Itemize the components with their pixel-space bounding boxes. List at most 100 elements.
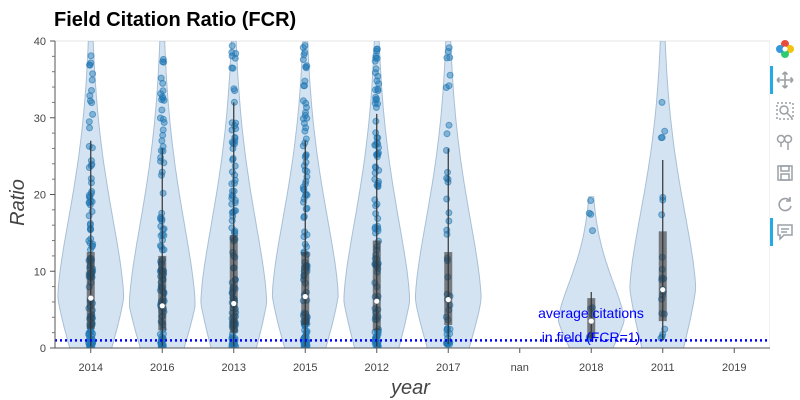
data-point-2016 <box>159 189 167 197</box>
pan-active-indicator <box>770 66 773 94</box>
data-point-2015 <box>299 97 307 105</box>
data-point-2012 <box>371 223 379 231</box>
data-point-2013 <box>231 87 239 95</box>
data-point-2012 <box>373 77 381 85</box>
data-point-2011 <box>661 127 669 135</box>
data-point-2016 <box>159 87 167 95</box>
data-point-2014 <box>88 87 95 94</box>
data-point-2016 <box>159 115 167 123</box>
hover-icon[interactable] <box>774 221 796 243</box>
data-point-2018 <box>589 227 596 235</box>
median-2012 <box>374 298 380 304</box>
data-point-2012 <box>372 86 379 94</box>
data-point-2015 <box>302 330 310 338</box>
pan-icon[interactable] <box>774 69 796 91</box>
data-point-2018 <box>585 209 593 217</box>
data-point-2011 <box>658 333 666 341</box>
wheel-zoom-icon[interactable] <box>774 131 796 153</box>
data-point-2017 <box>444 168 451 176</box>
x-tick-label: 2015 <box>293 362 317 374</box>
data-point-2014 <box>85 198 93 206</box>
data-point-2013 <box>231 162 239 170</box>
y-tick-label: 10 <box>34 266 46 278</box>
data-point-2012 <box>372 104 380 111</box>
data-point-2015 <box>301 82 309 90</box>
data-point-2016 <box>159 55 167 63</box>
x-tick-label: nan <box>511 362 529 374</box>
x-axis-label: year <box>389 377 431 399</box>
x-tick-label: 2017 <box>436 362 460 374</box>
data-point-2014 <box>87 328 95 336</box>
box-2014 <box>86 252 95 329</box>
x-tick-label: 2016 <box>150 362 174 374</box>
data-point-2012 <box>372 117 380 125</box>
data-point-2018 <box>587 197 595 204</box>
data-point-2015 <box>302 124 310 132</box>
data-point-2015 <box>300 162 308 170</box>
reference-label-line2: in field (FCR=1) <box>542 329 640 345</box>
save-icon[interactable] <box>774 162 796 184</box>
x-tick-label: 2011 <box>651 362 675 374</box>
data-point-2011 <box>658 98 666 106</box>
median-2017 <box>445 297 451 303</box>
data-point-2015 <box>302 63 310 71</box>
data-point-2014 <box>87 52 95 60</box>
x-tick-label: 2019 <box>722 362 746 374</box>
y-axis-label: Ratio <box>7 179 29 226</box>
median-2011 <box>660 287 666 293</box>
data-point-2014 <box>88 160 96 168</box>
data-point-2012 <box>374 140 382 148</box>
box-2011 <box>658 231 667 322</box>
data-point-2016 <box>157 74 165 82</box>
data-point-2015 <box>299 115 307 123</box>
y-tick-label: 40 <box>34 36 46 48</box>
data-point-2014 <box>88 208 96 215</box>
data-point-2012 <box>373 45 381 53</box>
y-tick-label: 0 <box>40 343 46 355</box>
median-2015 <box>302 293 308 300</box>
data-point-2015 <box>302 135 310 143</box>
data-point-2011 <box>658 211 666 219</box>
data-point-2016 <box>158 171 165 179</box>
reference-label-line1: average citations <box>538 305 644 321</box>
data-point-2017 <box>445 209 453 217</box>
plot-area[interactable]: average citations in field (FCR=1) 0 10 20 30… <box>0 0 770 400</box>
data-point-2014 <box>86 124 93 132</box>
data-point-2016 <box>159 147 167 155</box>
data-point-2016 <box>159 330 167 338</box>
bokeh-logo-icon[interactable] <box>774 38 796 60</box>
data-point-2017 <box>446 71 454 79</box>
data-point-2012 <box>372 96 380 104</box>
data-point-2015 <box>299 56 307 64</box>
data-point-2017 <box>443 130 451 138</box>
data-point-2017 <box>445 44 453 52</box>
data-point-2017 <box>445 217 453 225</box>
violin-2018 <box>557 196 625 348</box>
data-point-2013 <box>228 64 236 72</box>
data-point-2017 <box>443 226 451 234</box>
data-point-2017 <box>445 121 453 129</box>
data-point-2016 <box>159 94 167 102</box>
x-tick-label: 2012 <box>365 362 389 374</box>
box-zoom-icon[interactable] <box>774 100 796 122</box>
data-point-2015 <box>303 243 311 251</box>
data-point-2015 <box>300 214 308 221</box>
x-tick-label: 2014 <box>79 362 103 374</box>
x-tick-label: 2018 <box>579 362 603 374</box>
data-point-2014 <box>89 110 97 118</box>
data-point-2014 <box>88 76 96 84</box>
box-2016 <box>158 255 167 331</box>
median-2016 <box>159 303 165 309</box>
box-2017 <box>444 252 453 325</box>
data-point-2013 <box>228 42 236 50</box>
median-2018 <box>588 318 594 324</box>
data-point-2016 <box>157 222 165 230</box>
data-point-2014 <box>85 118 93 126</box>
data-point-2015 <box>300 195 308 203</box>
data-point-2014 <box>89 70 97 78</box>
reset-icon[interactable] <box>774 193 796 215</box>
data-point-2013 <box>230 98 238 106</box>
data-point-2012 <box>374 215 382 222</box>
data-point-2012 <box>372 65 380 73</box>
data-point-2015 <box>301 49 309 56</box>
